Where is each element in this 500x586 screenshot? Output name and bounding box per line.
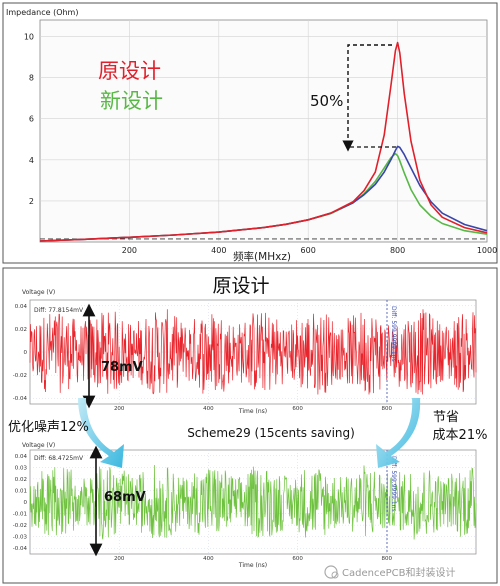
green-ytick-8: -0.04 — [13, 546, 28, 552]
noise-optimization-note: 优化噪声12% — [8, 420, 89, 435]
red-diff-box — [32, 304, 80, 314]
green-plot-ylabel: Voltage (V) — [22, 442, 55, 449]
green-diff-box — [32, 452, 82, 462]
red-xtick-1: 400 — [203, 406, 214, 412]
green-ytick-4: 0 — [24, 500, 28, 506]
red-ytick-2: 0 — [24, 350, 28, 356]
red-noise-waveform — [29, 308, 477, 395]
watermark: CadencePCB和封装设计 — [324, 565, 455, 579]
watermark-text: CadencePCB和封装设计 — [342, 566, 455, 579]
legend-original-design: 原设计 — [98, 59, 161, 83]
watermark-icon — [324, 565, 338, 579]
impedance-ytick-4: 10 — [24, 32, 34, 41]
red-span-label: 78mV — [101, 360, 143, 375]
green-ytick-6: -0.02 — [13, 523, 27, 529]
green-plot-y-ticks: 0.04 0.03 0.02 0.01 0 -0.01 -0.02 -0.03 -0.04 — [13, 454, 28, 552]
green-xtick-3: 800 — [382, 556, 393, 562]
reduction-annotation: 50% — [310, 44, 396, 152]
green-ytick-2: 0.02 — [15, 477, 27, 483]
impedance-ytick-1: 4 — [29, 156, 34, 165]
impedance-line-original — [39, 41, 488, 242]
right-curved-arrow — [376, 398, 421, 468]
red-marker-readout: Diff: 599.9999.1ns — [390, 306, 397, 362]
green-xtick-1: 400 — [203, 556, 214, 562]
voltage-panel: 原设计 Voltage (V) 0.04 0.02 0 -0.02 -0.04 200 4… — [2, 267, 498, 584]
impedance-xtick-0: 200 — [122, 246, 137, 255]
green-diff-readout: Diff: 68.4725mV — [34, 455, 84, 462]
watermark-icon-dot — [331, 571, 339, 579]
red-diff-readout: Diff: 77.8154mV — [34, 307, 84, 314]
red-xtick-3: 800 — [382, 406, 393, 412]
impedance-ytick-2: 6 — [29, 115, 34, 124]
red-ytick-3: -0.02 — [13, 373, 27, 379]
reduction-bracket — [342, 44, 392, 152]
cost-saving-note-line1: 节省 — [433, 410, 459, 425]
red-ytick-4: -0.04 — [13, 396, 28, 402]
red-xtick-0: 200 — [114, 406, 125, 412]
red-xtick-2: 600 — [292, 406, 303, 412]
green-ytick-1: 0.03 — [15, 465, 28, 471]
impedance-xtick-2: 600 — [301, 246, 316, 255]
impedance-ytick-0: 2 — [29, 197, 34, 206]
impedance-plot-area — [39, 19, 488, 243]
red-ytick-1: 0.02 — [15, 327, 27, 333]
reduction-percent-label: 50% — [310, 92, 343, 110]
red-plot-x-ticks: 200 400 600 800 — [114, 406, 393, 412]
red-plot-y-ticks: 0.04 0.02 0 -0.02 -0.04 — [13, 304, 28, 402]
impedance-xtick-1: 400 — [211, 246, 226, 255]
green-marker-readout: Diff: 599.9999.1ns — [390, 456, 397, 512]
impedance-xtick-3: 800 — [390, 246, 405, 255]
impedance-y-ticks: 2 4 6 8 10 — [24, 32, 34, 205]
green-xtick-2: 600 — [292, 556, 303, 562]
impedance-ylabel: Impedance (Ohm) — [6, 8, 78, 17]
impedance-grid — [40, 20, 487, 242]
green-plot-x-ticks: 200 400 600 800 — [114, 556, 393, 562]
scheme-label: Scheme29 (15cents saving) — [187, 426, 355, 440]
green-plot-xlabel: Time (ns) — [238, 562, 267, 569]
green-noise-waveform — [29, 464, 477, 540]
impedance-ytick-3: 8 — [29, 74, 34, 83]
voltage-panel-title: 原设计 — [212, 275, 269, 297]
green-xtick-0: 200 — [114, 556, 125, 562]
green-ytick-5: -0.01 — [13, 512, 27, 518]
impedance-series — [39, 41, 488, 242]
green-ytick-0: 0.04 — [15, 454, 28, 460]
green-ytick-7: -0.03 — [13, 535, 28, 541]
cost-saving-note-line2: 成本21% — [433, 428, 488, 443]
legend-new-design: 新设计 — [100, 89, 163, 113]
green-ytick-3: 0.01 — [15, 488, 27, 494]
left-curved-arrow — [78, 398, 124, 468]
impedance-xlabel: 频率(MHxz) — [233, 250, 291, 263]
red-ytick-0: 0.04 — [15, 304, 28, 310]
red-plot-xlabel: Time (ns) — [238, 408, 267, 415]
impedance-xtick-4: 1000 — [477, 246, 497, 255]
green-span-label: 68mV — [104, 490, 146, 505]
red-plot-ylabel: Voltage (V) — [22, 289, 55, 296]
impedance-x-ticks: 200 400 600 800 1000 — [122, 246, 497, 255]
